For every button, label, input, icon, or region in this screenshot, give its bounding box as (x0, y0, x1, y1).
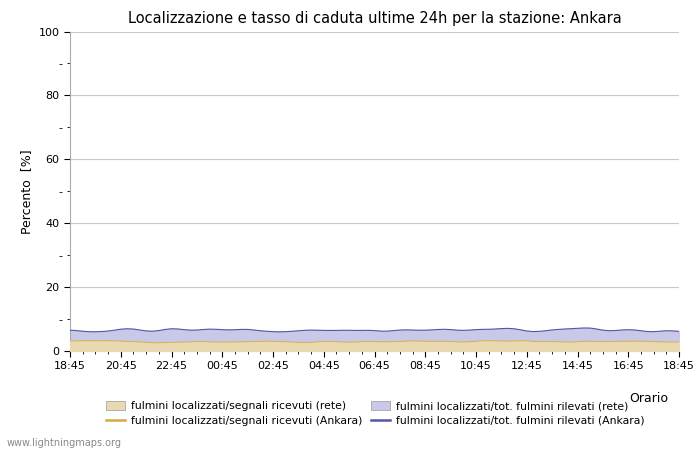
Text: www.lightningmaps.org: www.lightningmaps.org (7, 438, 122, 448)
Legend: fulmini localizzati/segnali ricevuti (rete), fulmini localizzati/segnali ricevut: fulmini localizzati/segnali ricevuti (re… (106, 401, 645, 426)
Title: Localizzazione e tasso di caduta ultime 24h per la stazione: Ankara: Localizzazione e tasso di caduta ultime … (127, 11, 622, 26)
Text: Orario: Orario (629, 392, 668, 405)
Y-axis label: Percento  [%]: Percento [%] (20, 149, 33, 234)
